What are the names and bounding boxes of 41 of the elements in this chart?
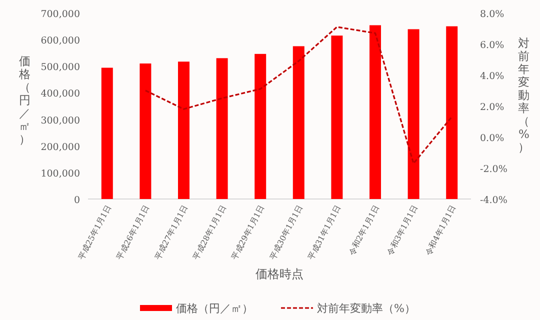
- y-tick-label: 600,000: [40, 36, 80, 47]
- x-tick-label: 平成31年1月1日: [306, 204, 343, 262]
- y2-tick-label: -2.0%: [480, 164, 508, 175]
- bar: [446, 26, 458, 199]
- legend-label: 価格（円／㎡）: [176, 302, 253, 315]
- bar: [254, 54, 266, 199]
- bar: [140, 63, 152, 199]
- legend-label: 対前年変動率（%）: [317, 302, 416, 315]
- x-tick-label: 令和2年1月1日: [347, 204, 382, 257]
- bar: [101, 68, 113, 199]
- y-tick-label: 400,000: [40, 88, 80, 100]
- x-tick-label: 平成26年1月1日: [114, 204, 152, 262]
- y2-tick-label: 8.0%: [480, 9, 504, 20]
- x-tick-label: 令和3年1月1日: [385, 204, 420, 257]
- y2-tick-label: 2.0%: [480, 102, 504, 113]
- y2-tick-label: 6.0%: [480, 40, 504, 51]
- x-tick-label: 平成28年1月1日: [192, 204, 228, 262]
- bar: [408, 29, 420, 199]
- text: 対前年変動率（%）: [518, 36, 530, 154]
- y-axis-title: 価格（円／㎡）: [18, 54, 31, 146]
- y-tick-label: 0: [74, 195, 80, 206]
- bar: [331, 36, 343, 199]
- y-tick-label: 700,000: [40, 9, 80, 20]
- y2-tick-label: -4.0%: [480, 195, 508, 206]
- x-tick-label: 平成30年1月1日: [268, 204, 304, 262]
- y-tick-label: 300,000: [40, 115, 80, 126]
- bar: [292, 46, 304, 199]
- y2-tick-label: 0.0%: [480, 133, 504, 144]
- y2-tick-label: 4.0%: [480, 71, 504, 82]
- x-tick-label: 平成29年1月1日: [230, 204, 266, 262]
- x-tick-label: 平成25年1月1日: [76, 204, 113, 262]
- y-tick-label: 200,000: [40, 142, 80, 153]
- bar: [370, 25, 381, 199]
- y-tick-label: 500,000: [40, 62, 80, 74]
- bar: [178, 62, 190, 199]
- line-series: [144, 26, 453, 164]
- x-axis-title: 価格時点: [256, 267, 304, 281]
- y-tick-label: 100,000: [40, 168, 80, 180]
- bar: [216, 58, 228, 199]
- x-tick-label: 令和4年1月1日: [424, 204, 458, 257]
- x-tick-label: 平成27年1月1日: [153, 204, 190, 262]
